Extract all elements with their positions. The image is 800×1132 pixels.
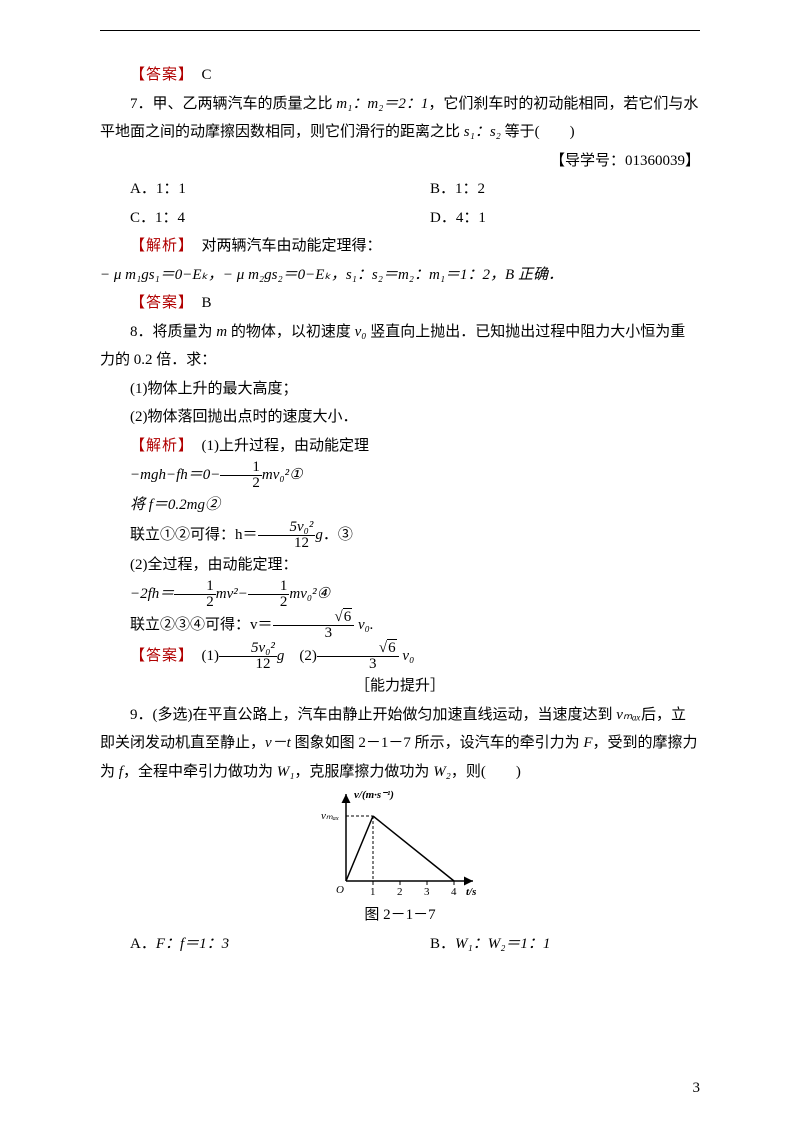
section-header: ［能力提升］	[100, 672, 700, 701]
svg-text:vₘₐₓ: vₘₐₓ	[321, 810, 339, 822]
q7-num: 7．	[130, 96, 153, 112]
q8-part1: (1)物体上升的最大高度；	[100, 375, 700, 404]
q8-eq1: −mgh−fh＝0−12mv₀²①	[100, 460, 700, 491]
q7-analysis: 【解析】 对两辆汽车由动能定理得：	[100, 232, 700, 261]
page-container: 【答案】 C 7．甲、乙两辆汽车的质量之比 m₁：m₂＝2：1，它们刹车时的初动…	[0, 0, 800, 1132]
q8-p2: (2)全过程，由动能定理：	[100, 551, 700, 580]
q7-optC: C．1：4	[100, 204, 400, 233]
svg-text:4: 4	[451, 886, 457, 898]
answer-6: 【答案】 C	[100, 61, 700, 90]
q8-part2: (2)物体落回抛出点时的速度大小．	[100, 403, 700, 432]
q8-num: 8．	[130, 324, 153, 340]
vt-graph: v/(m·s⁻¹) vₘₐₓ O 1 2 3 4 t/s	[318, 786, 483, 901]
q8-eq5: 联立②③④可得：v＝63 v₀.	[100, 610, 700, 641]
analysis-label: 【解析】	[130, 438, 187, 454]
q8-stem: 8．将质量为 m 的物体，以初速度 v₀ 竖直向上抛出．已知抛出过程中阻力大小恒…	[100, 318, 700, 375]
q8-eq3: 联立①②可得：h＝5v₀²12g．③	[100, 520, 700, 551]
q7-options-row1: A．1：1 B．1：2	[100, 175, 700, 204]
q7-optA: A．1：1	[100, 175, 400, 204]
q8-answer: 【答案】 (1)5v₀²12g (2)63 v₀	[100, 641, 700, 672]
svg-text:3: 3	[424, 886, 430, 898]
q7-stem: 7．甲、乙两辆汽车的质量之比 m₁：m₂＝2：1，它们刹车时的初动能相同，若它们…	[100, 90, 700, 147]
svg-text:t/s: t/s	[466, 886, 476, 898]
figure-caption: 图 2－1－7	[100, 901, 700, 930]
q9-num: 9．	[130, 707, 153, 723]
q7-guide: 【导学号：01360039】	[100, 147, 700, 176]
q8-eq2: 将 f＝0.2mg②	[100, 491, 700, 520]
q7-optB: B．1：2	[400, 175, 700, 204]
q9-options-row1: A．F：f＝1：3 B．W₁：W₂＝1：1	[100, 930, 700, 959]
svg-text:1: 1	[370, 886, 376, 898]
q9-stem: 9．(多选)在平直公路上，汽车由静止开始做匀加速直线运动，当速度达到 vₘₐₓ后…	[100, 701, 700, 787]
answer-value: C	[202, 67, 212, 83]
q7-options-row2: C．1：4 D．4：1	[100, 204, 700, 233]
svg-text:2: 2	[397, 886, 403, 898]
svg-text:v/(m·s⁻¹): v/(m·s⁻¹)	[354, 789, 394, 801]
q8-analysis-head: 【解析】 (1)上升过程，由动能定理	[100, 432, 700, 461]
header-rule	[100, 30, 700, 31]
page-number: 3	[693, 1074, 701, 1103]
q9-optB: B．W₁：W₂＝1：1	[400, 930, 700, 959]
q8-eq4: −2fh＝12mv²−12mv₀²④	[100, 579, 700, 610]
answer-label: 【答案】	[130, 648, 187, 664]
q7-optD: D．4：1	[400, 204, 700, 233]
q7-equation: − μ m₁gs₁＝0−Eₖ，− μ m₂gs₂＝0−Eₖ，s₁：s₂＝m₂：m…	[100, 261, 700, 290]
q7-answer: 【答案】 B	[100, 289, 700, 318]
q9-optA: A．F：f＝1：3	[100, 930, 400, 959]
answer-label: 【答案】	[130, 295, 187, 311]
answer-label: 【答案】	[130, 67, 187, 83]
analysis-label: 【解析】	[130, 238, 187, 254]
svg-text:O: O	[336, 884, 344, 896]
